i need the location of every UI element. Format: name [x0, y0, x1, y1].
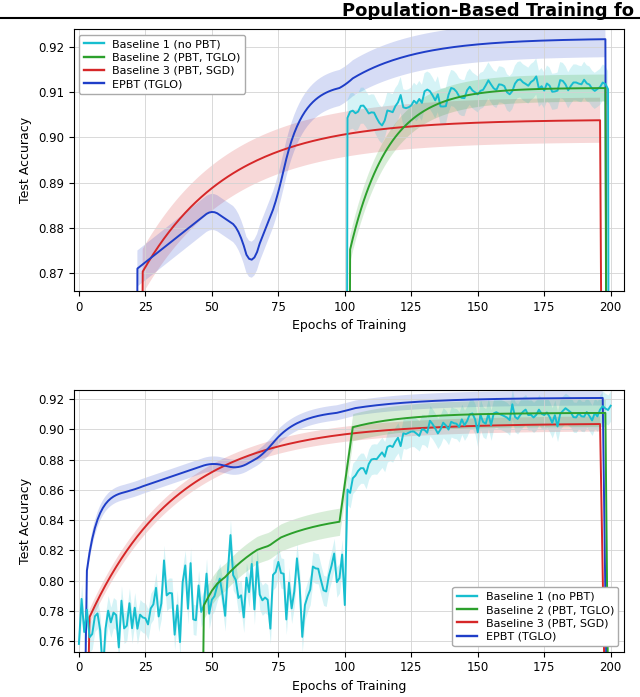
Legend: Baseline 1 (no PBT), Baseline 2 (PBT, TGLO), Baseline 3 (PBT, SGD), EPBT (TGLO): Baseline 1 (no PBT), Baseline 2 (PBT, TG… — [79, 35, 245, 93]
Y-axis label: Test Accuracy: Test Accuracy — [19, 117, 32, 203]
X-axis label: Epochs of Training: Epochs of Training — [292, 680, 406, 693]
Text: Population-Based Training fo: Population-Based Training fo — [342, 2, 634, 20]
Legend: Baseline 1 (no PBT), Baseline 2 (PBT, TGLO), Baseline 3 (PBT, SGD), EPBT (TGLO): Baseline 1 (no PBT), Baseline 2 (PBT, TG… — [452, 588, 618, 646]
Y-axis label: Test Accuracy: Test Accuracy — [19, 478, 32, 564]
X-axis label: Epochs of Training: Epochs of Training — [292, 319, 406, 332]
